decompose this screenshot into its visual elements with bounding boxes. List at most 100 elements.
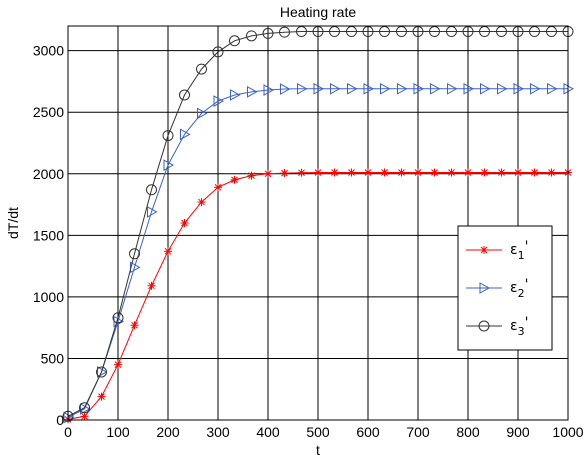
data-point [312,26,324,38]
data-point [213,95,225,107]
data-point [530,168,539,177]
y-tick-label: 3000 [33,43,64,59]
data-point [263,84,275,96]
x-tick-label: 500 [306,424,330,440]
data-point [512,26,524,38]
y-tick-label: 500 [41,350,65,366]
data-point [230,89,241,101]
x-tick-label: 300 [206,424,230,440]
legend-label: ε1' [510,239,528,262]
data-point [447,168,456,177]
data-point [230,175,239,184]
data-point [497,82,508,95]
data-point [480,246,488,254]
data-point [296,26,307,38]
data-point [162,130,174,142]
data-point [429,26,440,38]
data-point [164,247,172,256]
series-line [67,88,568,418]
data-point [129,248,140,260]
data-point [430,168,439,177]
data-point [229,35,240,47]
axis-ticks: 0 100 200 300 400 500 600 700 800 900 1000 0 500 1000… [33,43,584,440]
data-point [380,168,389,177]
x-tick-label: 0 [64,424,72,440]
data-point [114,360,122,369]
data-point [79,402,90,414]
data-point [313,82,325,95]
data-point [397,82,408,95]
series-line [67,31,568,417]
data-point [262,27,274,39]
data-point [396,26,407,38]
data-point [247,171,256,180]
data-point [363,82,375,95]
data-point [180,128,191,141]
data-point [279,26,290,38]
y-axis-label: dT/dt [5,207,21,239]
data-point [347,82,358,95]
y-tick-label: 2500 [33,104,64,120]
data-point [297,168,306,177]
data-point [413,82,425,95]
x-tick-label: 800 [456,424,480,440]
legend-item: ε2' [466,277,528,300]
data-point [96,366,107,378]
data-point [280,169,289,178]
data-point [246,30,257,42]
x-tick-label: 700 [406,424,430,440]
data-point [362,26,374,38]
data-point [479,26,490,38]
data-point [179,89,190,101]
data-point [496,26,507,38]
data-point [462,26,474,38]
data-point [330,168,339,177]
data-point [197,107,208,120]
data-point [497,168,506,177]
y-tick-label: 1500 [33,227,64,243]
data-point [197,198,206,207]
data-point [280,83,291,95]
data-point [530,82,541,95]
legend: ε1' ε2' ε3' [457,225,553,351]
data-point [97,392,106,401]
data-point [379,26,390,38]
data-point [346,26,357,38]
legend-label: ε2' [510,277,528,300]
legend-label: ε3' [510,315,528,338]
data-point [214,183,222,192]
plot-area-frame [67,25,569,421]
data-point [514,168,522,177]
data-point [247,86,258,98]
legend-box [457,225,553,351]
data-point [464,168,472,177]
data-point [163,159,175,171]
data-point [329,26,340,38]
y-tick-label: 1000 [33,289,64,305]
series-3 [62,26,574,422]
data-point [112,312,124,324]
x-tick-label: 600 [356,424,380,440]
data-point [430,82,441,95]
data-point [412,26,424,38]
data-point [463,82,475,95]
x-tick-label: 200 [156,424,180,440]
data-point [146,184,157,196]
y-tick-label: 2000 [33,166,64,182]
chart-title: Heating rate [280,4,356,20]
data-point [297,82,308,95]
data-point [130,321,139,330]
data-point [180,219,189,227]
data-point [212,46,224,58]
data-point [547,168,556,177]
x-tick-label: 400 [256,424,280,440]
data-point [513,82,525,95]
data-point [196,63,207,75]
data-point [347,168,356,177]
data-point [479,282,491,294]
data-point [480,82,491,95]
data-point [364,168,372,177]
data-point [480,168,489,177]
data-point [80,412,89,421]
